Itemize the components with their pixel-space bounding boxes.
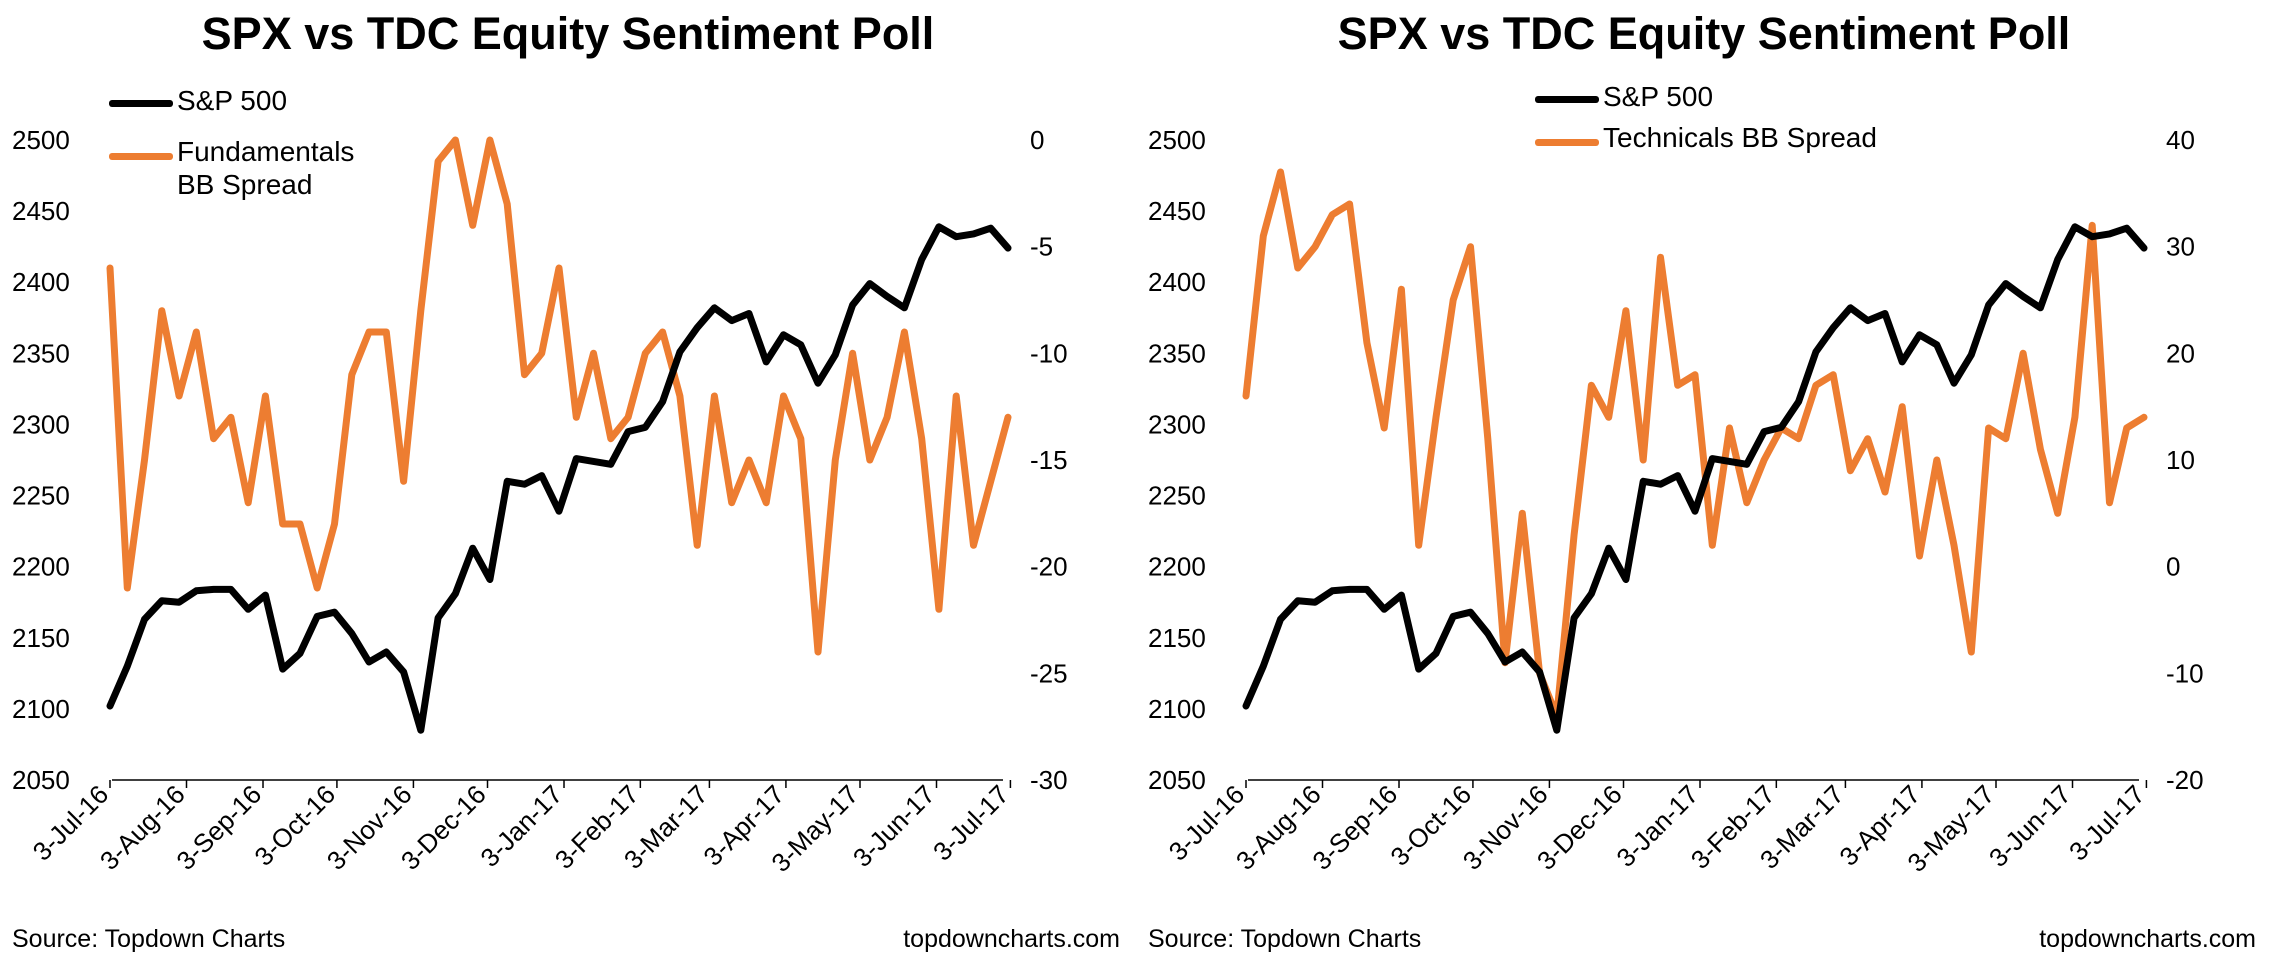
left-axis-tick-label: 2200 [12, 552, 70, 582]
legend-swatch-fundamentals [109, 153, 173, 160]
sentiment-series-line [1242, 168, 2148, 720]
sentiment-series-line [106, 136, 1012, 656]
legend-label-spx: S&P 500 [1603, 81, 1714, 112]
legend-label-fundamentals: Fundamentals [177, 136, 355, 167]
left-axis-tick-label: 2100 [12, 694, 70, 724]
right-axis-tick-label: 0 [2166, 552, 2180, 582]
x-axis-tick-label: 3-Jul-17 [927, 779, 1015, 867]
x-axis-tick-label: 3-Jun-17 [847, 779, 941, 873]
x-axis-tick-label: 3-Jun-17 [1983, 779, 2077, 873]
right-website-note: topdowncharts.com [2039, 925, 2256, 953]
right-axis-tick-label: 30 [2166, 232, 2195, 262]
legend-label-bb-spread: BB Spread [177, 169, 313, 200]
right-axis-tick-label: -15 [1030, 445, 1068, 475]
right-axis-tick-label: 20 [2166, 338, 2195, 368]
x-axis-tick-label: 3-Jul-17 [2063, 779, 2151, 867]
right-axis-tick-label: 10 [2166, 445, 2195, 475]
left-axis-tick-label: 2400 [12, 267, 70, 297]
spx-series-line [106, 223, 1012, 734]
right-axis-tick-label: -30 [1030, 765, 1068, 795]
right-chart-title: SPX vs TDC Equity Sentiment Poll [1337, 8, 2071, 59]
right-axis-tick-label: -10 [2166, 658, 2204, 688]
legend-swatch-spx [1535, 96, 1599, 103]
right-axis-tick-label: 0 [1030, 125, 1044, 155]
right-axis-tick-label: -25 [1030, 658, 1068, 688]
left-legend: S&P 500 Fundamentals BB Spread [109, 84, 429, 224]
left-website-note: topdowncharts.com [903, 925, 1120, 953]
legend-swatch-spx [109, 100, 173, 107]
right-axis-tick-label: -20 [2166, 765, 2204, 795]
left-axis-tick-label: 2200 [1148, 552, 1206, 582]
right-source-note: Source: Topdown Charts [1148, 925, 1422, 953]
left-chart-title: SPX vs TDC Equity Sentiment Poll [201, 8, 935, 59]
right-axis-tick-label: -5 [1030, 232, 1053, 262]
right-legend: S&P 500 Technicals BB Spread [1535, 80, 1955, 160]
left-axis-tick-label: 2400 [1148, 267, 1206, 297]
left-axis-tick-label: 2450 [12, 196, 70, 226]
left-axis-tick-label: 2350 [12, 338, 70, 368]
left-axis-tick-label: 2150 [12, 623, 70, 653]
left-axis-tick-label: 2300 [1148, 409, 1206, 439]
left-axis-tick-label: 2450 [1148, 196, 1206, 226]
left-chart-svg: 2050 2100 2150 2200 2250 2300 2350 2400 2450 2500… [12, 125, 1068, 878]
left-axis-tick-label: 2300 [12, 409, 70, 439]
spx-series-line [1242, 223, 2148, 734]
right-chart-svg: 2050 2100 2150 2200 2250 2300 2350 2400 2450 2500… [1148, 125, 2204, 878]
right-chart-panel: 2050 2100 2150 2200 2250 2300 2350 2400 2450 2500… [1136, 0, 2272, 965]
left-axis-tick-label: 2500 [12, 125, 70, 155]
x-axis-tick-label: 3-Sep-16 [170, 779, 267, 876]
left-axis-tick-label: 2500 [1148, 125, 1206, 155]
left-axis-tick-label: 2050 [1148, 765, 1206, 795]
left-chart-panel: 2050 2100 2150 2200 2250 2300 2350 2400 2450 2500… [12, 8, 1120, 953]
right-axis-tick-label: -10 [1030, 338, 1068, 368]
left-axis-tick-label: 2100 [1148, 694, 1206, 724]
left-source-note: Source: Topdown Charts [12, 925, 286, 953]
left-axis-tick-label: 2150 [1148, 623, 1206, 653]
legend-label-spx: S&P 500 [177, 85, 288, 116]
x-axis-tick-label: 3-Sep-16 [1306, 779, 1403, 876]
left-axis-tick-label: 2250 [1148, 481, 1206, 511]
left-axis-tick-label: 2250 [12, 481, 70, 511]
right-axis-tick-label: -20 [1030, 552, 1068, 582]
left-axis-tick-label: 2350 [1148, 338, 1206, 368]
right-axis-tick-label: 40 [2166, 125, 2195, 155]
legend-swatch-technicals [1535, 139, 1599, 146]
legend-label-technicals: Technicals BB Spread [1603, 122, 1877, 153]
left-axis-tick-label: 2050 [12, 765, 70, 795]
